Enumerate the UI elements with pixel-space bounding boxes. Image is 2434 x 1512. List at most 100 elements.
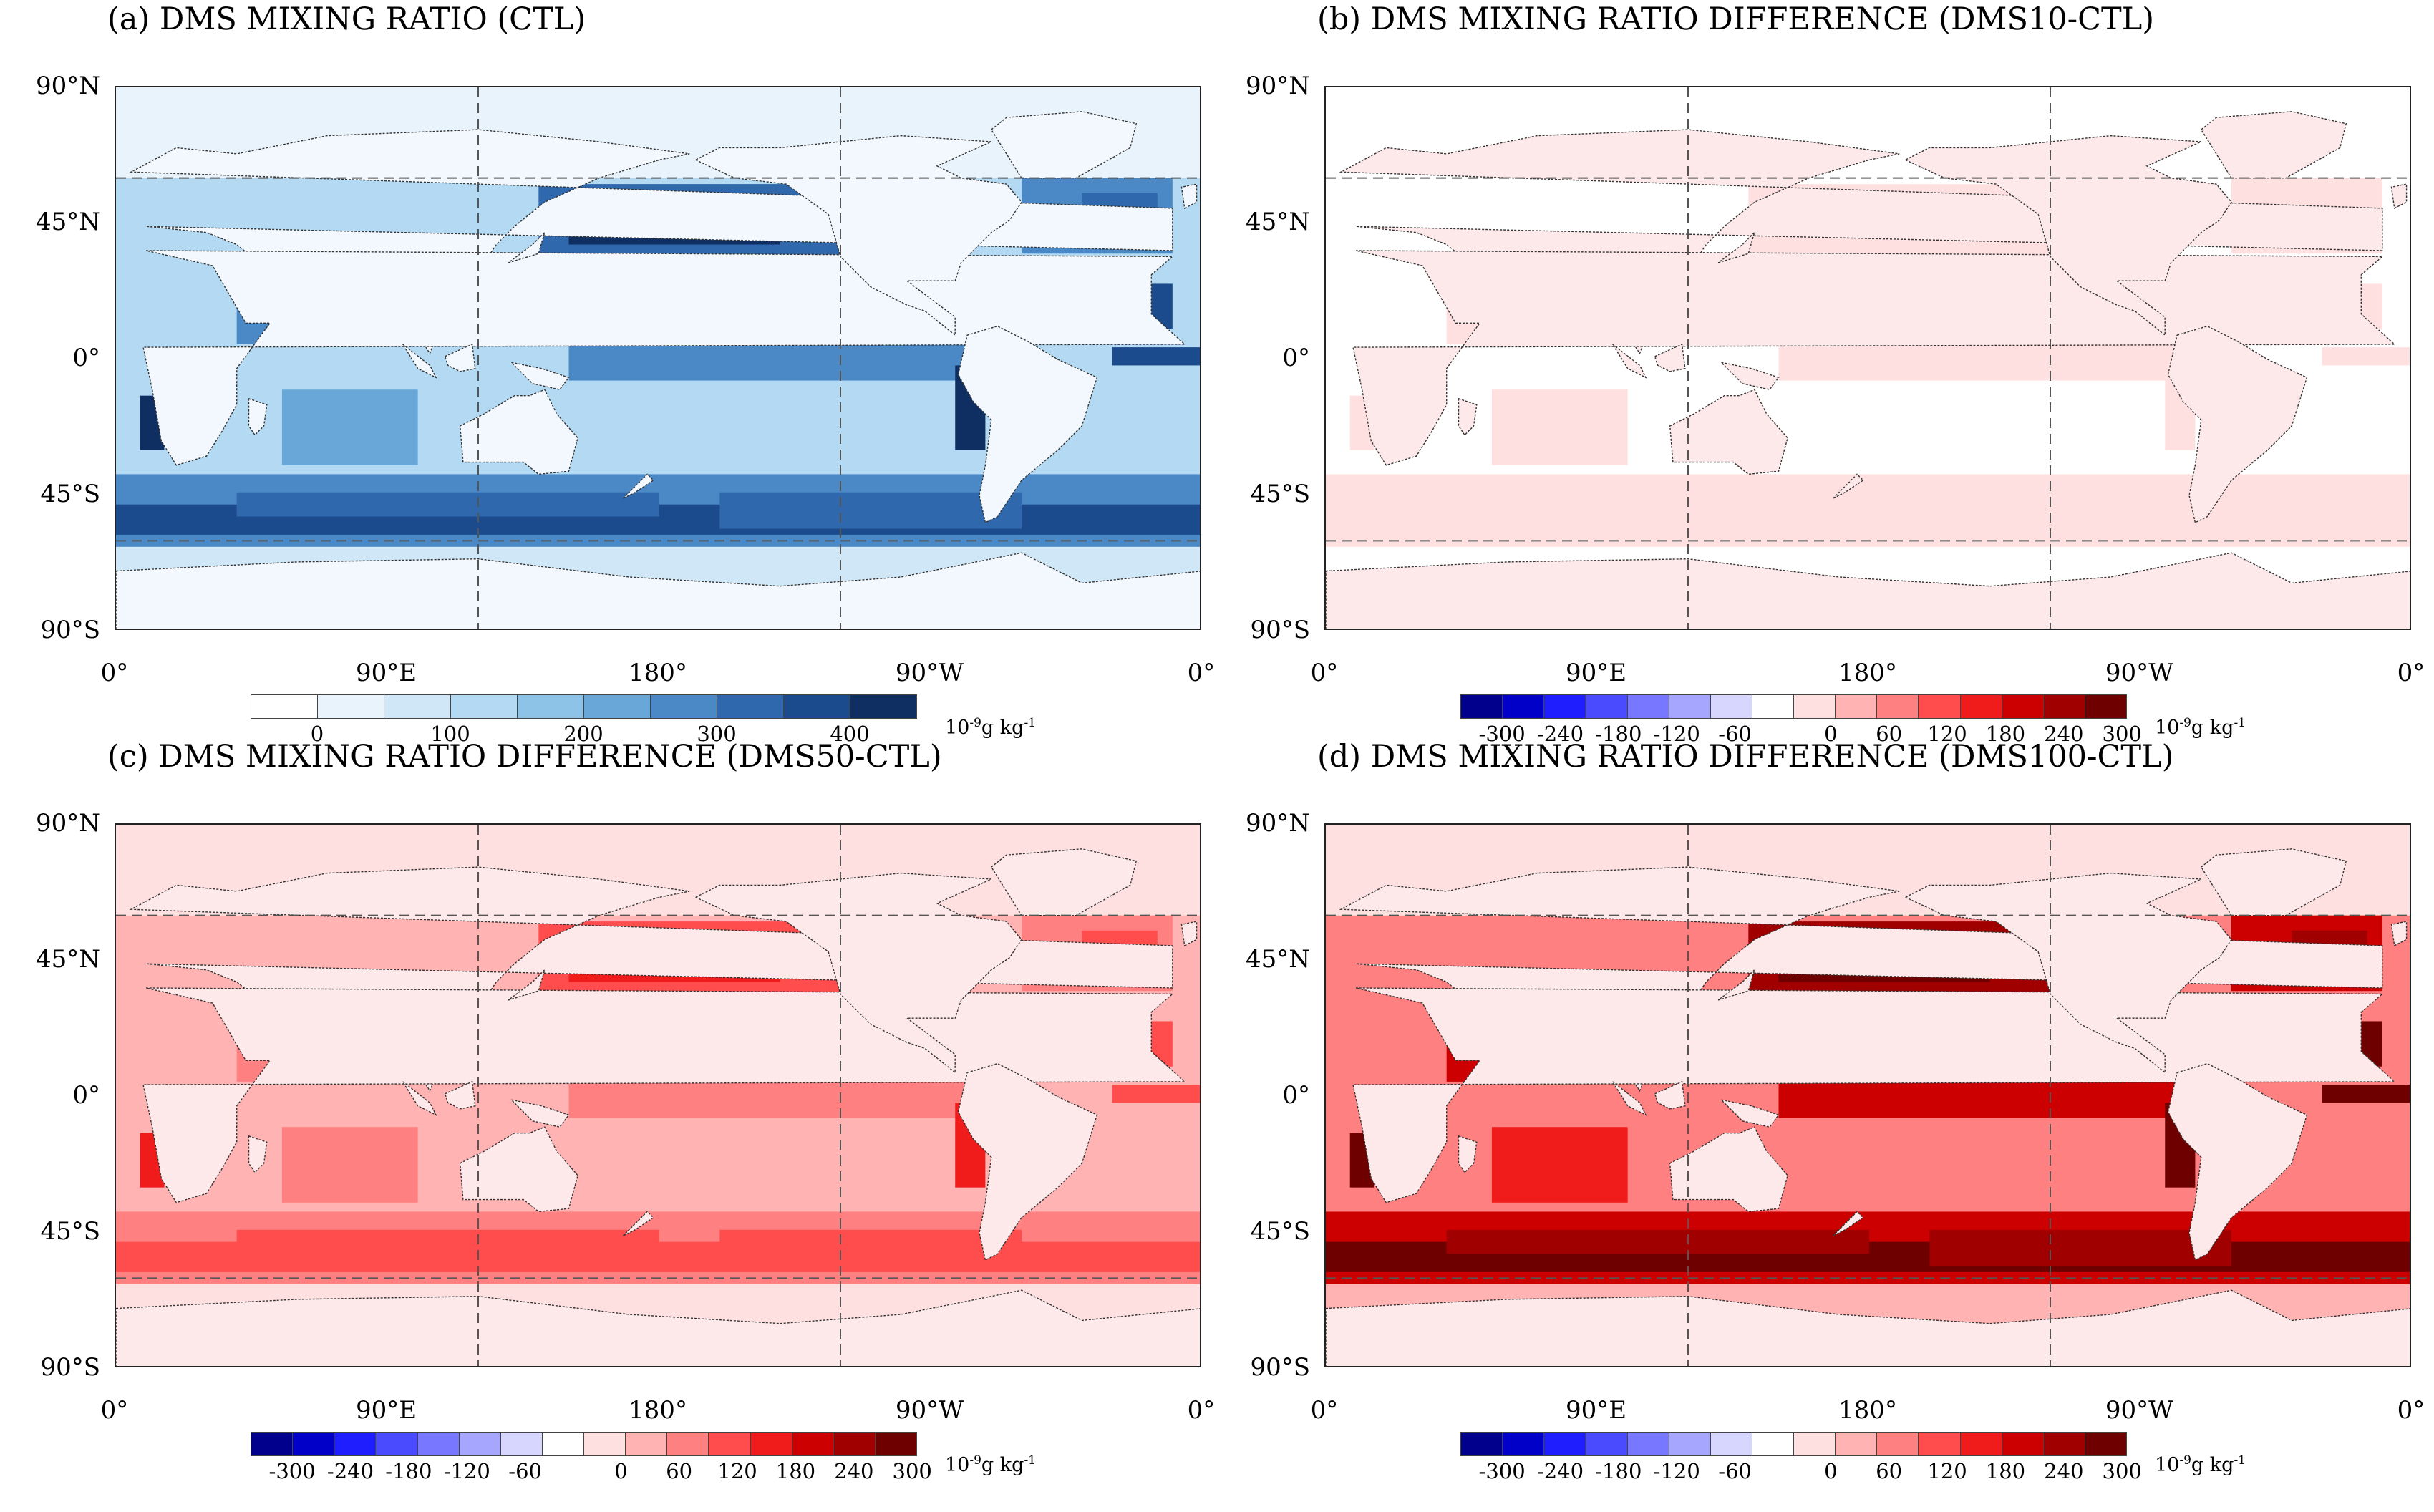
map-field — [116, 87, 1200, 629]
colorbar-tick: 240 — [834, 1459, 874, 1483]
colorbar-cell — [1959, 1432, 2002, 1456]
lon-label: 0° — [1187, 1396, 1216, 1425]
colorbar-cell — [1918, 1432, 1961, 1456]
colorbar-cell — [1668, 1432, 1711, 1456]
colorbar-cell — [1751, 1432, 1794, 1456]
field-band — [1929, 492, 2231, 529]
lon-label: 180° — [629, 1396, 687, 1425]
colorbar-tick: 120 — [1927, 722, 1967, 746]
land-outline — [1612, 344, 1647, 379]
colorbar-cell — [517, 694, 584, 719]
field-band — [1491, 389, 1628, 465]
colorbar-cell — [2001, 1432, 2044, 1456]
land-outline — [1717, 232, 1755, 263]
lat-label: 45°N — [35, 208, 100, 236]
lat-label: 45°S — [40, 480, 100, 508]
land-outline — [2200, 848, 2347, 916]
colorbar-tick: 300 — [697, 722, 737, 746]
land-outline — [1612, 1081, 1647, 1116]
lat-label: 90°S — [40, 1353, 100, 1382]
colorbar-cell — [1543, 694, 1586, 719]
field-band — [2322, 1085, 2410, 1103]
land-outline — [1326, 1289, 2410, 1366]
lon-label: 180° — [1838, 659, 1897, 687]
colorbar-tick: -60 — [1718, 722, 1752, 746]
colorbar-cell — [583, 694, 651, 719]
colorbar-tick: -180 — [1595, 1459, 1642, 1483]
land-outline — [694, 135, 1022, 336]
land-outline — [510, 362, 570, 390]
land-outline — [1654, 1080, 1686, 1110]
colorbar-cell — [1793, 694, 1836, 719]
land-outline — [116, 552, 1200, 629]
colorbar-cell — [2084, 694, 2127, 719]
land-outline — [402, 1081, 437, 1116]
land-outline — [2167, 325, 2308, 524]
colorbar-tick: 300 — [892, 1459, 932, 1483]
land-outline — [1458, 1135, 1478, 1173]
colorbar-cell — [2001, 694, 2044, 719]
lon-label: 90°W — [895, 659, 964, 687]
colorbar-cell — [1793, 1432, 1836, 1456]
land-outline — [444, 343, 476, 372]
colorbar-tick: -120 — [1653, 1459, 1700, 1483]
field-band — [1112, 1085, 1200, 1103]
land-outline — [2390, 921, 2408, 946]
panel-title: (c) DMS MIXING RATIO DIFFERENCE (DMS50-C… — [107, 739, 942, 775]
colorbar-cell — [1835, 694, 1878, 719]
land-outline — [622, 473, 654, 499]
land-outline — [1180, 921, 1198, 946]
colorbar-tick: 180 — [775, 1459, 816, 1483]
colorbar-tick: -240 — [1536, 722, 1584, 746]
colorbar-cell — [708, 1432, 751, 1456]
land-outline — [694, 872, 1022, 1074]
field-band — [1491, 1127, 1628, 1203]
lon-label: 90°E — [1565, 659, 1627, 687]
colorbar-tick: 0 — [310, 722, 324, 746]
colorbar-tick: -300 — [1478, 722, 1526, 746]
colorbar-tick: 240 — [2044, 722, 2084, 746]
map-field — [116, 825, 1200, 1366]
colorbar-tick: 180 — [1985, 1459, 2026, 1483]
lon-label: 0° — [1310, 1396, 1339, 1425]
lon-label: 90°E — [1565, 1396, 1627, 1425]
field-band — [1446, 492, 1869, 517]
colorbar-cell — [251, 694, 318, 719]
lon-label: 90°W — [895, 1396, 964, 1425]
map-field — [1326, 825, 2410, 1366]
colorbar-tick: 60 — [1876, 722, 1903, 746]
panel-title: (d) DMS MIXING RATIO DIFFERENCE (DMS100-… — [1317, 739, 2174, 775]
land-outline — [1458, 397, 1478, 436]
colorbar-cell — [450, 694, 518, 719]
colorbar-cell — [1835, 1432, 1878, 1456]
colorbar-cell — [1502, 1432, 1545, 1456]
colorbar-cell — [783, 694, 850, 719]
land-outline — [2390, 183, 2408, 209]
colorbar-cell — [833, 1432, 876, 1456]
map-area — [1324, 823, 2411, 1367]
panel-c: (c) DMS MIXING RATIO DIFFERENCE (DMS50-C… — [0, 737, 1217, 1483]
colorbar-tick: 300 — [2102, 722, 2142, 746]
colorbar-cell — [791, 1432, 834, 1456]
colorbar-tick: -300 — [1478, 1459, 1526, 1483]
land-outline — [2167, 1062, 2308, 1261]
map-area — [115, 823, 1201, 1367]
field-band — [281, 389, 418, 465]
colorbar-cell — [1626, 1432, 1669, 1456]
colorbar-tick: -180 — [1595, 722, 1642, 746]
colorbar-cell — [1710, 694, 1752, 719]
colorbar-cell — [1751, 694, 1794, 719]
lon-label: 0° — [100, 1396, 129, 1425]
land-outline — [248, 1135, 268, 1173]
colorbar-tick: 100 — [430, 722, 470, 746]
colorbar-cell — [1460, 694, 1503, 719]
colorbar-units: 10-9g kg-1 — [2155, 1453, 2246, 1476]
colorbar-cell — [1543, 1432, 1586, 1456]
colorbar-cell — [417, 1432, 460, 1456]
colorbar-units: 10-9g kg-1 — [2155, 716, 2246, 739]
colorbar-cell — [874, 1432, 917, 1456]
map-area — [1324, 86, 2411, 630]
land-outline — [402, 344, 437, 379]
lon-label: 0° — [100, 659, 129, 687]
lon-label: 90°E — [355, 1396, 417, 1425]
